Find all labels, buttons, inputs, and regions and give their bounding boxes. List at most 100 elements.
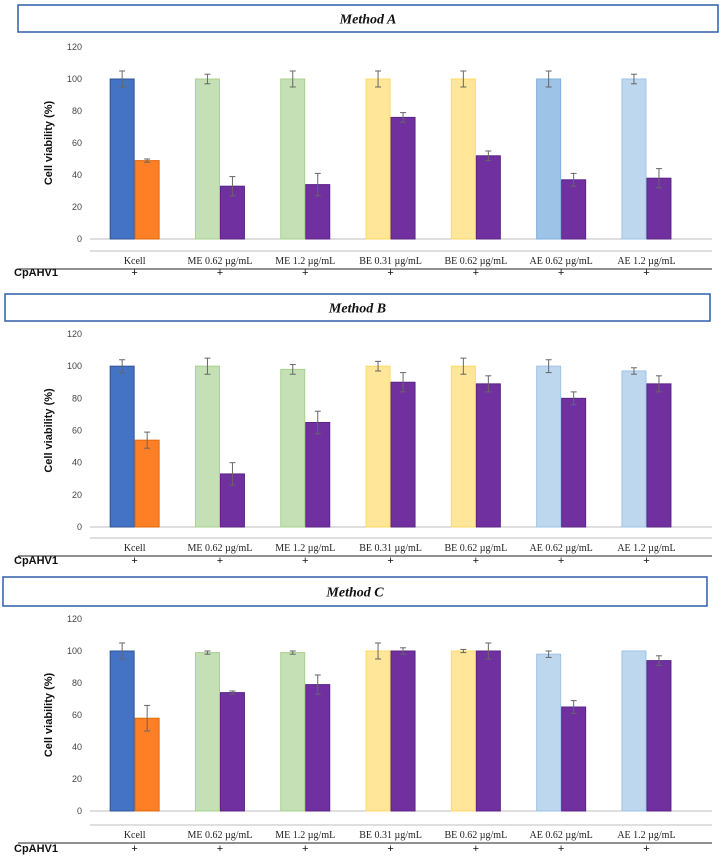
bar-CpAHV1-0: [134, 160, 160, 240]
y-tick-label: 0: [77, 234, 82, 244]
bar-control-6: [621, 78, 647, 240]
title-box: [17, 4, 719, 33]
title-box: [4, 293, 711, 322]
y-tick-label: 100: [67, 646, 82, 656]
bar-CpAHV1-2: [305, 684, 331, 812]
chart-title: Method B: [328, 302, 386, 317]
y-tick-label: 80: [72, 393, 82, 403]
cpahv1-mark-1: +: [217, 267, 223, 279]
y-axis-label: Cell viability (%): [43, 672, 55, 757]
category-label-2: ME 1.2 µg/mL: [275, 830, 335, 841]
bar-control-1: [194, 78, 220, 240]
cpahv1-mark-0: +: [131, 843, 137, 855]
chart-title: Method A: [339, 13, 397, 28]
y-tick-label: 120: [67, 614, 82, 624]
bar-CpAHV1-4: [475, 383, 501, 528]
category-label-1: ME 0.62 µg/mL: [187, 543, 252, 554]
y-tick-label: 60: [72, 426, 82, 436]
y-tick-label: 80: [72, 678, 82, 688]
bar-control-6: [621, 370, 647, 528]
bar-CpAHV1-0: [134, 717, 160, 812]
cpahv1-mark-6: +: [643, 267, 649, 279]
category-label-6: AE 1.2 µg/mL: [617, 543, 675, 554]
category-label-1: ME 0.62 µg/mL: [187, 256, 252, 267]
cpahv1-mark-2: +: [302, 843, 308, 855]
bar-CpAHV1-6: [646, 660, 672, 812]
bar-control-6: [621, 650, 647, 812]
bar-CpAHV1-1: [219, 692, 245, 812]
cpahv1-mark-5: +: [558, 267, 564, 279]
bar-control-4: [450, 365, 476, 528]
y-tick-label: 0: [77, 806, 82, 816]
category-label-5: AE 0.62 µg/mL: [530, 256, 593, 267]
cpahv1-mark-4: +: [473, 267, 479, 279]
cpahv1-mark-4: +: [473, 843, 479, 855]
y-tick-label: 60: [72, 710, 82, 720]
panel-0: Method A 0 20 40 60 80 100 120 Cell viability (%…: [14, 4, 719, 279]
bar-CpAHV1-6: [646, 383, 672, 528]
category-label-6: AE 1.2 µg/mL: [617, 256, 675, 267]
category-label-5: AE 0.62 µg/mL: [530, 543, 593, 554]
bar-CpAHV1-3: [390, 381, 416, 528]
cpahv1-mark-5: +: [558, 555, 564, 567]
y-tick-label: 20: [72, 490, 82, 500]
cpahv1-mark-6: +: [643, 843, 649, 855]
y-tick-label: 120: [67, 42, 82, 52]
y-tick-label: 40: [72, 170, 82, 180]
y-tick-label: 80: [72, 106, 82, 116]
category-label-1: ME 0.62 µg/mL: [187, 830, 252, 841]
cpahv1-mark-0: +: [131, 555, 137, 567]
bar-CpAHV1-0: [134, 439, 160, 528]
category-label-0: Kcell: [124, 256, 146, 267]
bar-control-4: [450, 650, 476, 812]
category-label-2: ME 1.2 µg/mL: [275, 543, 335, 554]
y-tick-label: 20: [72, 202, 82, 212]
category-label-4: BE 0.62 µg/mL: [444, 256, 507, 267]
bar-control-5: [536, 78, 562, 240]
bar-control-3: [365, 650, 391, 812]
bar-CpAHV1-4: [475, 155, 501, 240]
category-label-4: BE 0.62 µg/mL: [444, 543, 507, 554]
cpahv1-mark-3: +: [387, 843, 393, 855]
cpahv1-mark-1: +: [217, 843, 223, 855]
bar-control-1: [194, 365, 220, 528]
bar-CpAHV1-2: [305, 421, 331, 528]
bar-CpAHV1-3: [390, 650, 416, 812]
y-tick-label: 120: [67, 329, 82, 339]
panel-1: Method B 0 20 40 60 80 100 120 Cell viability (%…: [4, 293, 712, 567]
bar-control-5: [536, 365, 562, 528]
category-label-5: AE 0.62 µg/mL: [530, 830, 593, 841]
bar-control-2: [280, 368, 306, 528]
y-tick-label: 100: [67, 74, 82, 84]
bar-CpAHV1-4: [475, 650, 501, 812]
category-label-3: BE 0.31 µg/mL: [359, 830, 422, 841]
y-tick-label: 0: [77, 522, 82, 532]
row-label-cpahv1: CpAHV1: [14, 555, 58, 567]
bar-CpAHV1-3: [390, 116, 416, 240]
bar-CpAHV1-5: [561, 179, 587, 240]
bar-control-5: [536, 653, 562, 812]
title-box: [2, 576, 708, 607]
y-tick-label: 60: [72, 138, 82, 148]
bar-CpAHV1-5: [561, 397, 587, 528]
bar-CpAHV1-6: [646, 177, 672, 240]
y-tick-label: 40: [72, 458, 82, 468]
row-label-cpahv1: CpAHV1: [14, 267, 58, 279]
cpahv1-mark-3: +: [387, 555, 393, 567]
panel-2: Method C 0 20 40 60 80 100 120 Cell viability (%…: [2, 576, 712, 855]
bar-control-4: [450, 78, 476, 240]
bar-control-0: [109, 78, 135, 240]
category-label-2: ME 1.2 µg/mL: [275, 256, 335, 267]
bar-control-0: [109, 650, 135, 812]
bar-CpAHV1-5: [561, 706, 587, 812]
cpahv1-mark-0: +: [131, 267, 137, 279]
category-label-0: Kcell: [124, 543, 146, 554]
cpahv1-mark-6: +: [643, 555, 649, 567]
category-label-6: AE 1.2 µg/mL: [617, 830, 675, 841]
bar-control-1: [194, 652, 220, 812]
bar-control-3: [365, 365, 391, 528]
bar-control-2: [280, 652, 306, 812]
cpahv1-mark-2: +: [302, 555, 308, 567]
category-label-3: BE 0.31 µg/mL: [359, 256, 422, 267]
